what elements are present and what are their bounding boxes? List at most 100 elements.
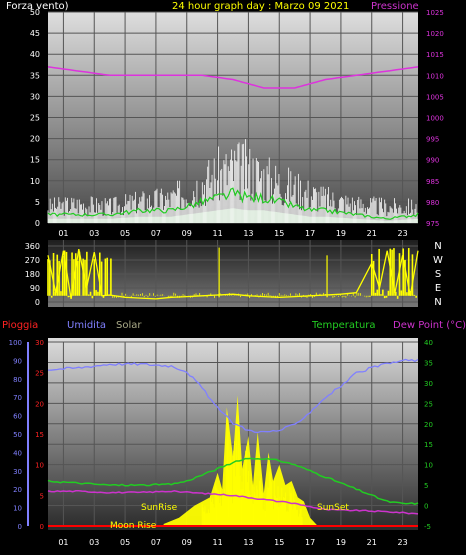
- moonrise-label: Moon Rise: [110, 521, 157, 531]
- pressure-tick-1020: 1020: [426, 30, 444, 38]
- humidity-tick-90: 90: [13, 357, 22, 365]
- temperature-tick--5: -5: [424, 523, 431, 531]
- wind-tick-35: 35: [30, 71, 40, 80]
- p1-x-tick-19: 19: [336, 229, 346, 238]
- wind-tick-5: 5: [35, 198, 40, 207]
- p3-x-tick-21: 21: [367, 538, 377, 547]
- wind-tick-45: 45: [30, 29, 40, 38]
- wind-tick-20: 20: [30, 135, 40, 144]
- wind-tick-40: 40: [30, 50, 40, 59]
- rain-axis-title: Pioggia: [2, 320, 39, 331]
- humidity-line: [47, 358, 419, 434]
- temperature-tick-5: 5: [424, 482, 428, 490]
- p1-x-tick-17: 17: [305, 229, 315, 238]
- rain-tick-30: 30: [35, 339, 44, 347]
- temperature-tick-10: 10: [424, 462, 433, 470]
- pressure-tick-995: 995: [426, 136, 439, 144]
- humidity-tick-50: 50: [13, 431, 22, 439]
- p3-x-tick-15: 15: [274, 538, 284, 547]
- humidity-tick-20: 20: [13, 486, 22, 494]
- humidity-tick-40: 40: [13, 449, 22, 457]
- p3-x-tick-01: 01: [58, 538, 68, 547]
- p1-x-tick-11: 11: [212, 229, 222, 238]
- pressure-tick-990: 990: [426, 157, 439, 165]
- wind-tick-25: 25: [30, 114, 40, 123]
- temperature-tick-0: 0: [424, 503, 428, 511]
- p3-x-tick-17: 17: [305, 538, 315, 547]
- sunrise-label: SunRise: [141, 503, 178, 513]
- dew-point-axis-title: Dew Point (°C): [393, 320, 466, 331]
- direction-tick-0: 0: [35, 298, 40, 307]
- solar-axis-title: Solar: [116, 320, 142, 331]
- p1-x-tick-01: 01: [58, 229, 68, 238]
- pressure-tick-980: 980: [426, 199, 439, 207]
- wind-tick-50: 50: [30, 8, 40, 17]
- humidity-tick-0: 0: [18, 523, 22, 531]
- compass-label-0-N: N: [434, 241, 441, 252]
- temperature-tick-15: 15: [424, 441, 433, 449]
- rain-tick-25: 25: [35, 370, 44, 378]
- compass-label-2-S: S: [435, 269, 441, 280]
- p1-x-tick-21: 21: [367, 229, 377, 238]
- humidity-tick-70: 70: [13, 394, 22, 402]
- humidity-tick-60: 60: [13, 413, 22, 421]
- wind-avg-line: [47, 187, 419, 220]
- compass-label-4-N: N: [434, 297, 441, 308]
- direction-tick-270: 270: [25, 256, 40, 265]
- p3-x-tick-23: 23: [397, 538, 407, 547]
- rain-tick-0: 0: [40, 523, 44, 531]
- compass-label-3-E: E: [435, 283, 441, 294]
- direction-tick-180: 180: [25, 270, 40, 279]
- pressure-tick-1015: 1015: [426, 51, 444, 59]
- direction-tick-360: 360: [25, 242, 40, 251]
- temp-humidity-panel: -505101520253035400102030405060708090100…: [9, 339, 433, 547]
- direction-tick-90: 90: [30, 284, 40, 293]
- rain-tick-5: 5: [40, 492, 44, 500]
- pressure-tick-1025: 1025: [426, 9, 444, 17]
- rain-tick-20: 20: [35, 400, 44, 408]
- p1-x-tick-15: 15: [274, 229, 284, 238]
- pressure-tick-1010: 1010: [426, 72, 444, 80]
- wind-tick-30: 30: [30, 92, 40, 101]
- wind-tick-0: 0: [35, 219, 40, 228]
- wind-axis-title: Forza vento): [6, 1, 69, 12]
- humidity-tick-80: 80: [13, 376, 22, 384]
- temperature-tick-30: 30: [424, 380, 433, 388]
- p1-x-tick-05: 05: [120, 229, 130, 238]
- pressure-tick-985: 985: [426, 178, 439, 186]
- temperature-line: [47, 457, 419, 506]
- dew-point-line: [47, 490, 419, 515]
- temperature-axis-title: Temperatura: [312, 320, 376, 331]
- p1-x-tick-03: 03: [89, 229, 99, 238]
- p3-x-tick-09: 09: [182, 538, 192, 547]
- wind-tick-15: 15: [30, 156, 40, 165]
- pressure-axis-title: Pressione: [371, 1, 419, 12]
- temperature-tick-35: 35: [424, 359, 433, 367]
- p3-x-tick-03: 03: [89, 538, 99, 547]
- rain-tick-10: 10: [35, 462, 44, 470]
- pressure-tick-1000: 1000: [426, 115, 444, 123]
- p1-x-tick-13: 13: [243, 229, 253, 238]
- pressure-tick-975: 975: [426, 220, 439, 228]
- p3-x-tick-19: 19: [336, 538, 346, 547]
- pressure-tick-1005: 1005: [426, 93, 444, 101]
- p3-x-tick-11: 11: [212, 538, 222, 547]
- p3-x-tick-07: 07: [151, 538, 161, 547]
- p3-x-tick-05: 05: [120, 538, 130, 547]
- wind-pressure-panel: 0510152025303540455097598098599099510001…: [30, 8, 444, 238]
- humidity-axis-title: Umidita: [67, 320, 107, 331]
- p1-x-tick-09: 09: [182, 229, 192, 238]
- temperature-tick-40: 40: [424, 339, 433, 347]
- p3-x-tick-13: 13: [243, 538, 253, 547]
- pressure-line: [47, 66, 419, 89]
- humidity-tick-100: 100: [9, 339, 22, 347]
- rain-tick-15: 15: [35, 431, 44, 439]
- sunset-label: SunSet: [317, 503, 349, 513]
- humidity-tick-10: 10: [13, 505, 22, 513]
- humidity-tick-30: 30: [13, 468, 22, 476]
- temperature-tick-20: 20: [424, 421, 433, 429]
- temperature-tick-25: 25: [424, 400, 433, 408]
- compass-label-1-W: W: [433, 255, 443, 266]
